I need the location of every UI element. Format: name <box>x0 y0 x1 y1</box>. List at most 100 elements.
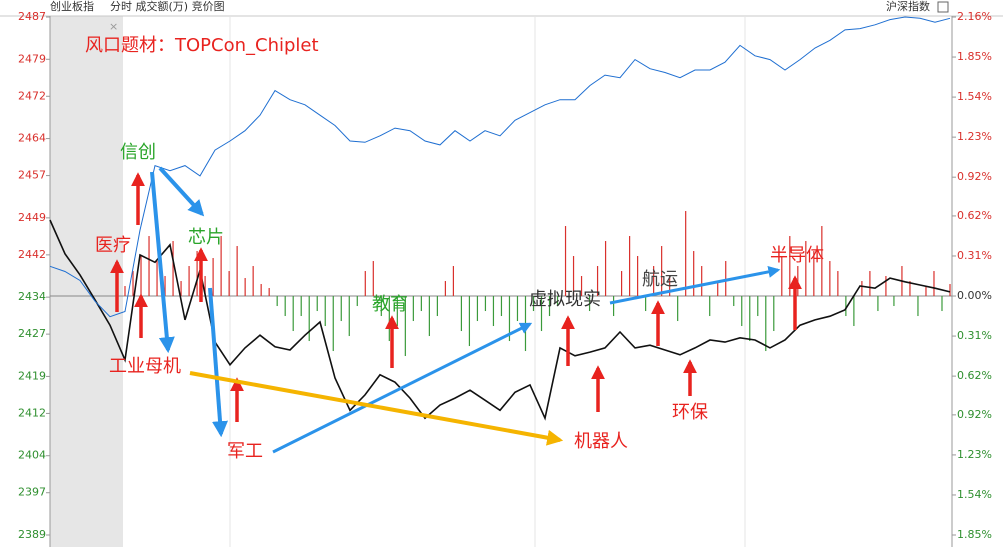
volume-bar <box>148 236 150 297</box>
volume-bar <box>284 296 286 317</box>
y-tick-label: 2434 <box>18 290 46 303</box>
annotation: 机器人 <box>574 431 628 452</box>
volume-bar <box>693 251 695 297</box>
arrow <box>208 287 229 438</box>
annotation: 信创 <box>120 142 156 163</box>
y2-tick-label: 0.31% <box>957 249 992 262</box>
volume-bar <box>444 281 446 297</box>
y-tick-label: 2389 <box>18 528 46 541</box>
volume-bar <box>941 296 943 312</box>
annotation: 虚拟现实 <box>529 289 601 310</box>
volume-bar <box>156 261 158 297</box>
volume-bar <box>476 296 479 322</box>
annotation: 医疗 <box>95 235 131 256</box>
volume-bar <box>436 296 438 317</box>
y-tick-label: 2464 <box>18 132 46 145</box>
y2-tick-label: 1.54% <box>957 488 992 501</box>
y-tick-label: 2404 <box>18 449 46 462</box>
volume-bar <box>292 296 294 332</box>
chart-subtitle: 分时 成交额(万) 竞价图 <box>110 0 225 13</box>
volume-bar <box>861 281 863 297</box>
volume-bar <box>220 236 222 297</box>
volume-bar <box>725 261 727 297</box>
annotation: 教育 <box>372 294 408 315</box>
volume-bar <box>308 296 310 342</box>
volume-bar <box>268 288 270 297</box>
volume-bar <box>749 296 751 342</box>
y2-tick-label: 1.85% <box>957 50 992 63</box>
y2-tick-label: 0.62% <box>957 369 992 382</box>
y2-tick-label: 1.23% <box>957 130 992 143</box>
volume-bar <box>669 276 671 297</box>
volume-bar <box>140 256 142 297</box>
volume-bar <box>460 296 463 332</box>
y-tick-label: 2397 <box>18 486 46 499</box>
volume-bar <box>492 296 495 327</box>
volume-bar <box>556 296 559 307</box>
volume-bar <box>717 281 719 297</box>
volume-bar <box>348 296 350 337</box>
volume-bar <box>180 281 182 297</box>
annotation: 芯片 <box>188 227 224 248</box>
y2-tick-label: 0.92% <box>957 170 992 183</box>
arrow <box>609 265 781 305</box>
volume-bar <box>484 296 487 312</box>
volume-bar <box>428 296 430 337</box>
arrow <box>158 166 205 217</box>
volume-bar <box>212 258 214 297</box>
volume-bar <box>316 296 318 312</box>
annotation: 航运 <box>642 269 678 290</box>
volume-bar <box>228 271 230 297</box>
volume-bar <box>949 284 951 297</box>
volume-bar <box>781 256 783 297</box>
y2-tick-label: 1.54% <box>957 90 992 103</box>
y-tick-label: 2419 <box>18 369 46 382</box>
settings-icon[interactable] <box>937 1 949 13</box>
volume-bar <box>204 276 206 297</box>
volume-bar <box>933 271 935 297</box>
y-tick-label: 2479 <box>18 52 46 65</box>
y2-tick-label: 0.31% <box>957 329 992 342</box>
volume-bar <box>540 296 543 332</box>
volume-bar <box>372 261 374 297</box>
volume-bar <box>925 286 927 297</box>
volume-bar <box>829 261 831 297</box>
volume-bar <box>132 271 134 297</box>
volume-bar <box>805 241 807 297</box>
volume-bar <box>797 266 799 297</box>
arrow <box>272 322 533 454</box>
volume-bar <box>260 284 262 297</box>
volume-bar <box>452 266 454 297</box>
volume-bar <box>516 296 519 322</box>
volume-bar <box>276 296 278 307</box>
volume-bar <box>564 226 567 297</box>
volume-bar <box>709 296 711 317</box>
y2-tick-label: 1.23% <box>957 448 992 461</box>
volume-bar <box>580 276 583 297</box>
y2-tick-label: 0.00% <box>957 289 992 302</box>
volume-bar <box>757 296 759 317</box>
y-tick-label: 2487 <box>18 10 46 23</box>
arrow <box>189 371 564 446</box>
auction-zone <box>50 16 123 547</box>
volume-bar <box>500 296 503 317</box>
y-tick-label: 2412 <box>18 406 46 419</box>
y2-tick-label: 2.16% <box>957 10 992 23</box>
volume-bar <box>172 241 174 297</box>
volume-bar <box>765 296 767 352</box>
y-tick-label: 2472 <box>18 89 46 102</box>
right-title: 沪深指数 <box>886 0 930 13</box>
close-icon[interactable]: × <box>109 20 118 33</box>
volume-bar <box>420 296 422 312</box>
annotation: 工业母机 <box>109 356 181 377</box>
arrow <box>150 171 175 354</box>
volume-bar <box>340 296 342 322</box>
volume-bar <box>837 271 839 297</box>
volume-bar <box>733 296 735 307</box>
volume-bar <box>524 296 527 352</box>
volume-bar <box>252 266 254 297</box>
volume-bar <box>909 281 911 297</box>
volume-bar <box>917 296 919 317</box>
y2-tick-label: 0.92% <box>957 408 992 421</box>
